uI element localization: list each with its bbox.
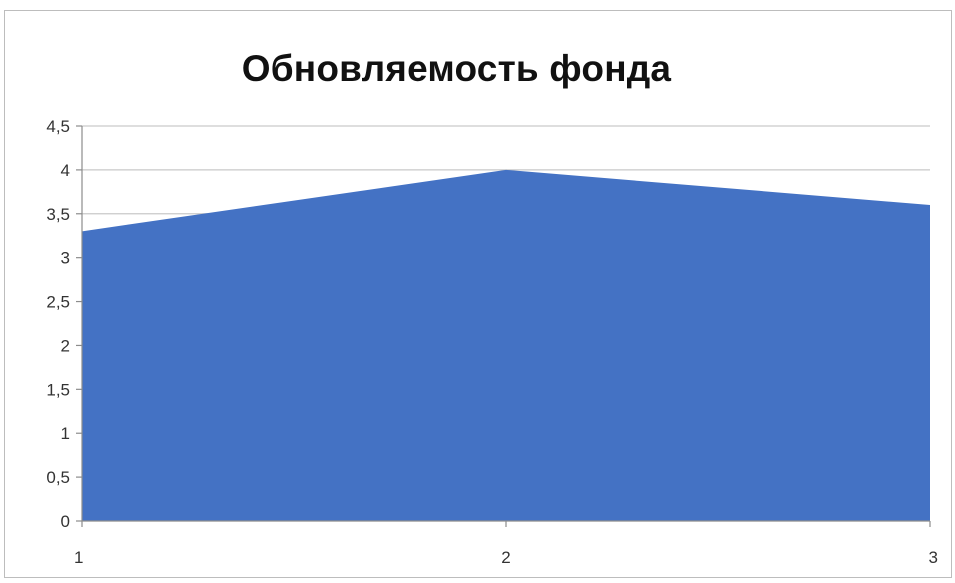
y-tick-label: 1,5 xyxy=(46,380,70,399)
chart-title: Обновляемость фонда xyxy=(241,48,672,89)
tick-labels: 0 0,5 1 1,5 2 2,5 3 3,5 4 4,5 1 2 3 xyxy=(46,117,938,567)
y-tick-label: 0 xyxy=(61,512,70,531)
y-tick-label: 4 xyxy=(61,161,70,180)
axes xyxy=(76,125,931,527)
y-tick-label: 3 xyxy=(61,249,70,268)
x-tick-label: 1 xyxy=(74,548,83,567)
y-tick-label: 2 xyxy=(61,336,70,355)
y-tick-label: 2,5 xyxy=(46,293,70,312)
y-tick-label: 4,5 xyxy=(46,117,70,136)
y-tick-label: 0,5 xyxy=(46,468,70,487)
area-series xyxy=(82,169,930,521)
y-tick-label: 1 xyxy=(61,424,70,443)
x-tick-label: 2 xyxy=(501,548,510,567)
area-series-layer xyxy=(81,169,931,521)
y-tick-label: 3,5 xyxy=(46,205,70,224)
x-tick-label: 3 xyxy=(929,548,938,567)
